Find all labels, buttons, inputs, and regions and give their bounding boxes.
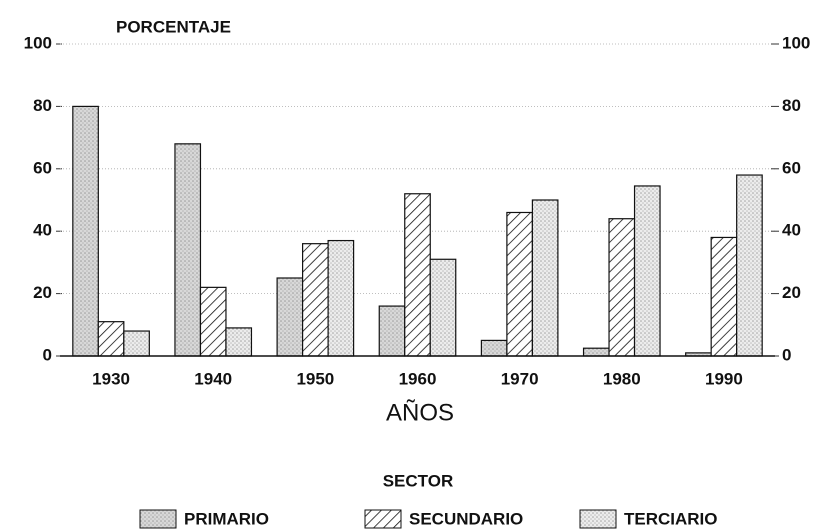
legend-label: TERCIARIO <box>624 509 718 528</box>
x-tick-label: 1990 <box>705 369 743 388</box>
y2-tick-label: 40 <box>782 221 801 240</box>
x-tick-label: 1950 <box>296 369 334 388</box>
legend-title: SECTOR <box>383 471 454 490</box>
bar <box>327 239 355 357</box>
legend-swatch <box>139 509 177 529</box>
y2-tick-label: 80 <box>782 96 801 115</box>
bar <box>225 327 253 357</box>
bar <box>276 277 304 357</box>
y2-tick-label: 100 <box>782 33 810 52</box>
y-tick-label: 60 <box>33 158 52 177</box>
bar <box>123 330 150 357</box>
bar <box>608 218 636 357</box>
bar <box>174 143 202 357</box>
bar <box>429 258 457 357</box>
y-axis-title: PORCENTAJE <box>116 17 231 36</box>
x-tick-label: 1980 <box>603 369 641 388</box>
bar <box>710 236 738 357</box>
bar <box>378 305 406 357</box>
x-tick-label: 1970 <box>501 369 539 388</box>
x-tick-label: 1940 <box>194 369 232 388</box>
x-tick-label: 1960 <box>399 369 437 388</box>
y2-tick-label: 0 <box>782 345 791 364</box>
y-tick-label: 0 <box>43 345 52 364</box>
x-tick-label: 1930 <box>92 369 130 388</box>
bar <box>531 199 559 357</box>
legend-label: PRIMARIO <box>184 509 269 528</box>
y2-tick-label: 60 <box>782 158 801 177</box>
y-tick-label: 80 <box>33 96 52 115</box>
bar <box>480 339 508 357</box>
y-tick-label: 40 <box>33 221 52 240</box>
bar <box>97 321 125 357</box>
bar <box>302 243 329 357</box>
bar <box>199 286 227 357</box>
y2-tick-label: 20 <box>782 283 801 302</box>
bar <box>506 211 533 357</box>
y-tick-label: 20 <box>33 283 52 302</box>
bar <box>633 185 661 357</box>
bar <box>72 105 99 357</box>
x-axis-title: AÑOS <box>386 399 454 426</box>
legend-label: SECUNDARIO <box>409 509 523 528</box>
bar <box>736 174 763 357</box>
bar <box>404 193 431 357</box>
y-tick-label: 100 <box>24 33 52 52</box>
legend-swatch <box>364 509 402 529</box>
legend-swatch <box>579 509 617 529</box>
bar <box>582 347 610 357</box>
